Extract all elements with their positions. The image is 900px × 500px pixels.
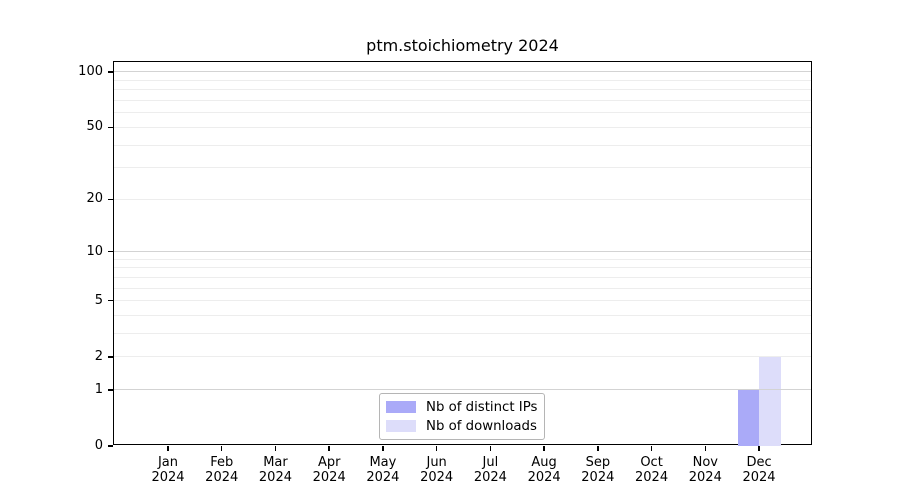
legend: Nb of distinct IPs Nb of downloads	[379, 393, 546, 440]
bar-nb-of-distinct-ips-dec	[737, 389, 760, 446]
y-tick-mark-1	[108, 389, 113, 391]
x-tick-year-apr: 2024	[312, 470, 346, 485]
x-tick-label-sep: Sep 2024	[566, 455, 630, 485]
gridline-minor-9	[114, 258, 811, 260]
x-tick-label-aug: Aug 2024	[512, 455, 576, 485]
gridline-major-100	[114, 71, 811, 73]
legend-label-distinct-ips: Nb of distinct IPs	[426, 399, 538, 415]
gridline-minor-2	[114, 356, 811, 358]
gridline-minor-5	[114, 300, 811, 302]
gridline-minor-50	[114, 126, 811, 128]
legend-swatch-distinct-ips	[386, 401, 416, 413]
x-tick-month-sep: Sep	[585, 455, 611, 470]
x-tick-month-nov: Nov	[692, 455, 718, 470]
x-tick-mark-aug	[543, 446, 545, 451]
gridline-minor-7	[114, 276, 811, 278]
y-tick-label-10: 10	[86, 243, 103, 259]
legend-item-downloads: Nb of downloads	[386, 418, 537, 434]
x-tick-mark-jun	[435, 446, 438, 451]
gridline-major-1	[114, 389, 811, 391]
x-tick-label-dec: Dec 2024	[727, 455, 791, 485]
x-tick-label-mar: Mar 2024	[243, 455, 307, 485]
gridline-minor-4	[114, 315, 811, 317]
x-tick-month-jul: Jul	[482, 455, 499, 470]
x-tick-mark-nov	[704, 446, 706, 451]
gridline-minor-40	[114, 144, 811, 146]
x-tick-label-jul: Jul 2024	[458, 455, 522, 485]
x-tick-year-may: 2024	[366, 470, 400, 485]
gridline-minor-80	[114, 89, 811, 91]
x-tick-year-mar: 2024	[258, 470, 292, 485]
y-tick-label-5: 5	[94, 292, 103, 308]
y-tick-label-2: 2	[94, 348, 103, 364]
x-tick-mark-may	[382, 446, 384, 451]
x-tick-label-may: May 2024	[351, 455, 415, 485]
x-tick-label-apr: Apr 2024	[297, 455, 361, 485]
gridline-major-10	[114, 251, 811, 253]
y-tick-mark-2	[108, 356, 113, 358]
x-tick-month-feb: Feb	[210, 455, 234, 470]
legend-swatch-downloads	[386, 420, 416, 432]
y-tick-label-0: 0	[94, 438, 103, 453]
x-tick-mark-jul	[489, 446, 492, 451]
plot-area: Nb of distinct IPs Nb of downloads 0 1 2 5 1…	[78, 61, 812, 485]
y-tick-mark-20	[108, 198, 113, 200]
x-tick-mark-mar	[274, 446, 277, 451]
x-tick-year-aug: 2024	[527, 470, 561, 485]
x-tick-month-aug: Aug	[531, 455, 557, 470]
gridline-minor-90	[114, 79, 811, 81]
y-tick-label-100: 100	[78, 63, 103, 79]
x-tick-month-oct: Oct	[640, 455, 663, 470]
y-tick-mark-5	[108, 300, 113, 302]
x-tick-month-jun: Jun	[426, 455, 447, 470]
bar-nb-of-downloads-dec	[759, 356, 781, 446]
x-tick-mark-dec	[758, 446, 760, 451]
y-tick-mark-50	[108, 126, 113, 129]
x-tick-year-jun: 2024	[420, 470, 454, 485]
x-tick-year-nov: 2024	[688, 470, 722, 485]
gridline-minor-20	[114, 198, 811, 200]
gridline-minor-3	[114, 333, 811, 335]
chart-title: ptm.stoichiometry 2024	[366, 36, 559, 55]
x-tick-month-dec: Dec	[746, 455, 772, 470]
x-tick-label-jan: Jan 2024	[136, 455, 200, 485]
y-tick-mark-0	[108, 445, 113, 447]
x-tick-mark-feb	[221, 446, 223, 451]
gridline-minor-30	[114, 167, 811, 169]
x-tick-month-apr: Apr	[317, 455, 341, 470]
x-tick-month-jan: Jan	[157, 455, 179, 470]
x-tick-label-nov: Nov 2024	[673, 455, 737, 485]
gridline-minor-60	[114, 112, 811, 114]
y-tick-mark-100	[108, 71, 113, 73]
x-tick-mark-apr	[328, 446, 330, 451]
x-tick-year-dec: 2024	[742, 470, 776, 485]
x-tick-year-sep: 2024	[581, 470, 615, 485]
x-tick-label-oct: Oct 2024	[620, 455, 684, 485]
x-tick-year-oct: 2024	[635, 470, 669, 485]
x-tick-label-jun: Jun 2024	[405, 455, 469, 485]
legend-label-downloads: Nb of downloads	[426, 418, 537, 434]
gridline-minor-6	[114, 287, 811, 289]
x-tick-mark-jan	[167, 446, 169, 451]
x-tick-year-feb: 2024	[205, 470, 239, 485]
x-tick-year-jan: 2024	[151, 470, 185, 485]
gridline-minor-8	[114, 267, 811, 269]
x-tick-month-mar: Mar	[263, 455, 288, 470]
x-tick-label-feb: Feb 2024	[190, 455, 254, 485]
x-tick-mark-oct	[650, 446, 653, 451]
y-tick-mark-10	[108, 250, 113, 253]
x-tick-year-jul: 2024	[473, 470, 507, 485]
y-tick-label-50: 50	[86, 119, 103, 135]
x-tick-month-may: May	[369, 455, 397, 470]
gridline-minor-70	[114, 100, 811, 102]
y-tick-label-20: 20	[86, 191, 103, 207]
y-tick-label-1: 1	[94, 381, 103, 397]
x-tick-mark-sep	[597, 446, 599, 451]
legend-item-distinct-ips: Nb of distinct IPs	[386, 399, 537, 415]
